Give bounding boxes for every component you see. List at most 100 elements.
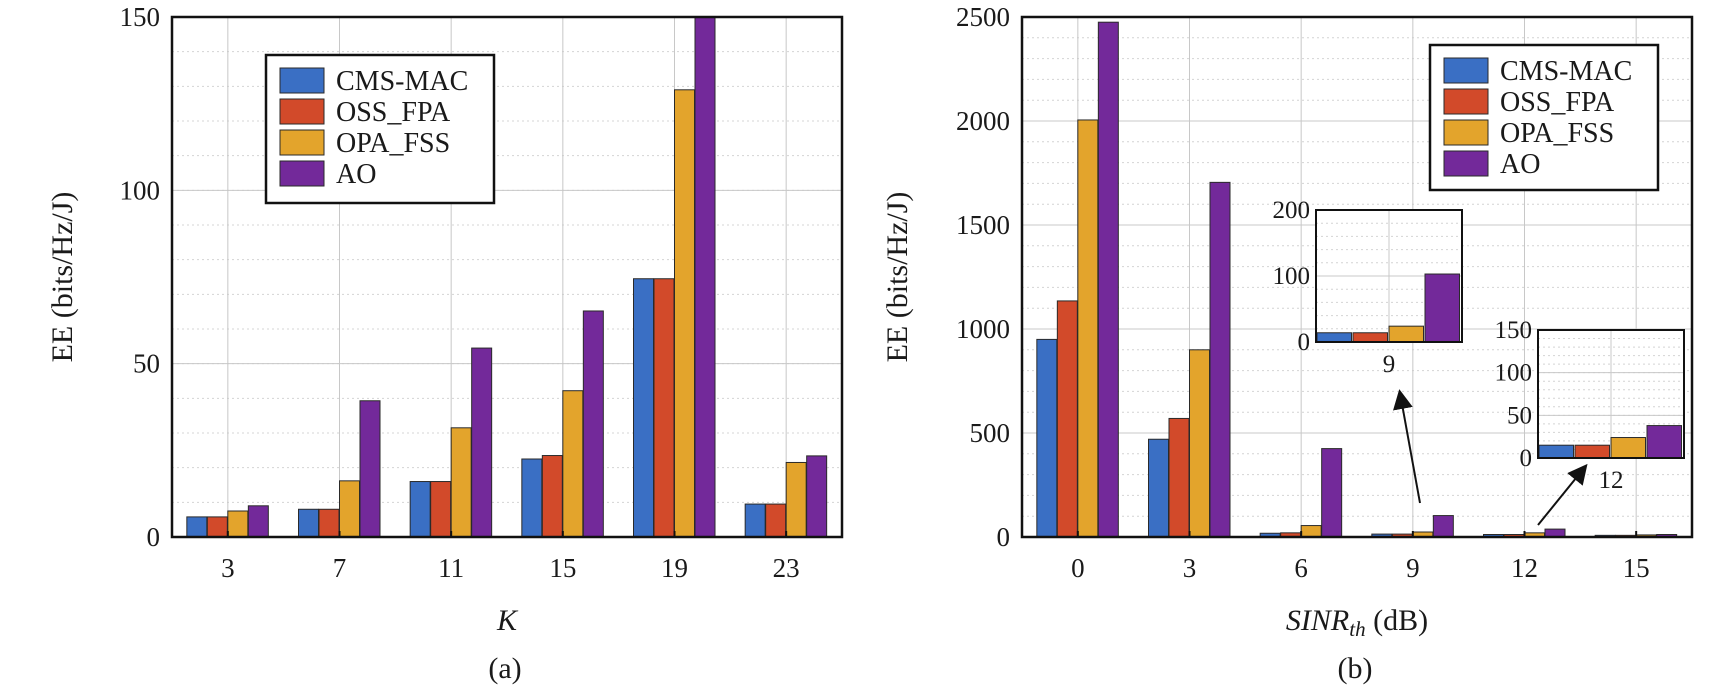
panel-caption: (b) bbox=[1338, 652, 1373, 685]
legend-label: CMS-MAC bbox=[1500, 56, 1632, 87]
inset-12: 0 50 100 150 12 bbox=[1495, 317, 1685, 526]
bar-ao-3 bbox=[1209, 181, 1231, 538]
x-tick-label: 9 bbox=[1406, 553, 1420, 583]
bar-opa_fss-19 bbox=[674, 89, 695, 538]
inset-pointer-arrow bbox=[1393, 389, 1421, 504]
bar-cms-mac-7 bbox=[298, 508, 319, 538]
inset-y-tick-label: 100 bbox=[1273, 263, 1311, 290]
plot-frame bbox=[170, 15, 844, 539]
x-axis-label-unit: (dB) bbox=[1366, 604, 1429, 637]
inset-bar-ao bbox=[1424, 273, 1460, 343]
x-axis-label: K bbox=[496, 604, 519, 637]
legend-swatch-oss_fpa bbox=[1443, 88, 1489, 115]
bar-ao-11 bbox=[471, 347, 493, 538]
inset-y-tick-label: 0 bbox=[1520, 445, 1533, 472]
x-tick-label: 19 bbox=[661, 553, 688, 583]
bar-cms-mac-0 bbox=[1036, 338, 1058, 538]
legend-swatch-opa_fss bbox=[1443, 119, 1489, 146]
bar-opa_fss-7 bbox=[339, 480, 360, 538]
bar-oss_fpa-7 bbox=[318, 508, 340, 538]
legend-label: AO bbox=[1500, 149, 1540, 180]
x-tick-label: 12 bbox=[1511, 553, 1538, 583]
inset-y-tick-label: 150 bbox=[1495, 317, 1533, 344]
bar-ao-7 bbox=[359, 400, 381, 538]
x-tick-label: 15 bbox=[1623, 553, 1650, 583]
bar-ao-19 bbox=[694, 16, 716, 538]
bar-opa_fss-11 bbox=[450, 427, 472, 538]
x-tick-label: 0 bbox=[1071, 553, 1085, 583]
y-tick-label: 2000 bbox=[956, 106, 1010, 136]
bar-oss_fpa-11 bbox=[430, 481, 452, 538]
legend-swatch-ao bbox=[1443, 150, 1489, 177]
y-axis-label: EE (bits/Hz/J) bbox=[46, 192, 79, 363]
y-tick-label: 0 bbox=[997, 522, 1011, 552]
bar-cms-mac-3 bbox=[1148, 438, 1169, 538]
x-axis-label-main: SINR bbox=[1286, 604, 1349, 637]
bar-ao-15 bbox=[582, 310, 604, 538]
plot-frame bbox=[1020, 15, 1694, 539]
y-axis-label: EE (bits/Hz/J) bbox=[881, 192, 914, 363]
x-tick-label: 15 bbox=[549, 553, 576, 583]
x-tick-label: 3 bbox=[221, 553, 235, 583]
x-axis-label-subscript: th bbox=[1349, 617, 1365, 641]
y-tick-label: 500 bbox=[970, 418, 1011, 448]
legend-swatch-cms-mac bbox=[1443, 57, 1489, 84]
bar-ao-6 bbox=[1321, 448, 1343, 538]
x-tick-label: 3 bbox=[1183, 553, 1197, 583]
y-tick-label: 1500 bbox=[956, 210, 1010, 240]
bar-opa_fss-3 bbox=[1189, 349, 1210, 538]
legend-swatch-opa_fss bbox=[279, 129, 325, 156]
inset-y-tick-label: 50 bbox=[1507, 402, 1532, 429]
panel-caption: (a) bbox=[488, 652, 521, 685]
inset-9: 0 100 200 9 bbox=[1273, 197, 1463, 504]
inset-frame bbox=[1315, 209, 1463, 343]
x-tick-label: 7 bbox=[333, 553, 347, 583]
bar-ao-23 bbox=[806, 455, 828, 538]
inset-x-tick-label: 9 bbox=[1383, 351, 1396, 378]
legend-label: OPA_FSS bbox=[1500, 118, 1614, 149]
bar-ao-0 bbox=[1097, 21, 1119, 538]
y-tick-label: 0 bbox=[147, 522, 161, 552]
bar-cms-mac-3 bbox=[186, 516, 208, 538]
bar-oss_fpa-15 bbox=[541, 455, 563, 538]
bar-cms-mac-19 bbox=[633, 278, 654, 538]
inset-bar-oss_fpa bbox=[1574, 444, 1610, 459]
y-tick-label: 1000 bbox=[956, 314, 1010, 344]
inset-bar-cms-mac bbox=[1538, 444, 1574, 459]
bar-cms-mac-15 bbox=[521, 458, 543, 538]
bar-opa_fss-15 bbox=[562, 390, 584, 538]
bar-ao-3 bbox=[247, 505, 269, 538]
x-tick-label: 6 bbox=[1294, 553, 1308, 583]
legend-label: OSS_FPA bbox=[1500, 87, 1615, 118]
bar-ao-9 bbox=[1432, 515, 1454, 538]
y-tick-label: 100 bbox=[120, 175, 161, 205]
bar-opa_fss-3 bbox=[227, 510, 249, 538]
legend-swatch-cms-mac bbox=[279, 67, 325, 94]
inset-bar-opa_fss bbox=[1388, 325, 1424, 343]
legend-label: AO bbox=[336, 159, 376, 190]
legend-label: CMS-MAC bbox=[336, 66, 468, 97]
x-axis-label: SINRth (dB) bbox=[1286, 604, 1428, 641]
bar-cms-mac-23 bbox=[744, 503, 766, 538]
inset-y-tick-label: 200 bbox=[1273, 197, 1311, 224]
inset-pointer-arrow bbox=[1537, 463, 1588, 526]
inset-x-tick-label: 12 bbox=[1599, 467, 1624, 494]
inset-bar-cms-mac bbox=[1316, 332, 1352, 343]
bar-oss_fpa-3 bbox=[206, 516, 228, 538]
legend-label: OSS_FPA bbox=[336, 97, 451, 128]
bar-oss_fpa-0 bbox=[1056, 300, 1078, 538]
legend-swatch-ao bbox=[279, 160, 325, 187]
inset-bar-oss_fpa bbox=[1352, 332, 1388, 343]
inset-y-tick-label: 0 bbox=[1298, 329, 1311, 356]
legend-label: OPA_FSS bbox=[336, 128, 450, 159]
x-tick-label: 23 bbox=[773, 553, 800, 583]
bar-oss_fpa-3 bbox=[1168, 417, 1190, 538]
inset-bar-opa_fss bbox=[1610, 437, 1646, 459]
bar-opa_fss-6 bbox=[1300, 525, 1322, 538]
bar-opa_fss-0 bbox=[1077, 119, 1099, 538]
x-tick-label: 11 bbox=[438, 553, 464, 583]
